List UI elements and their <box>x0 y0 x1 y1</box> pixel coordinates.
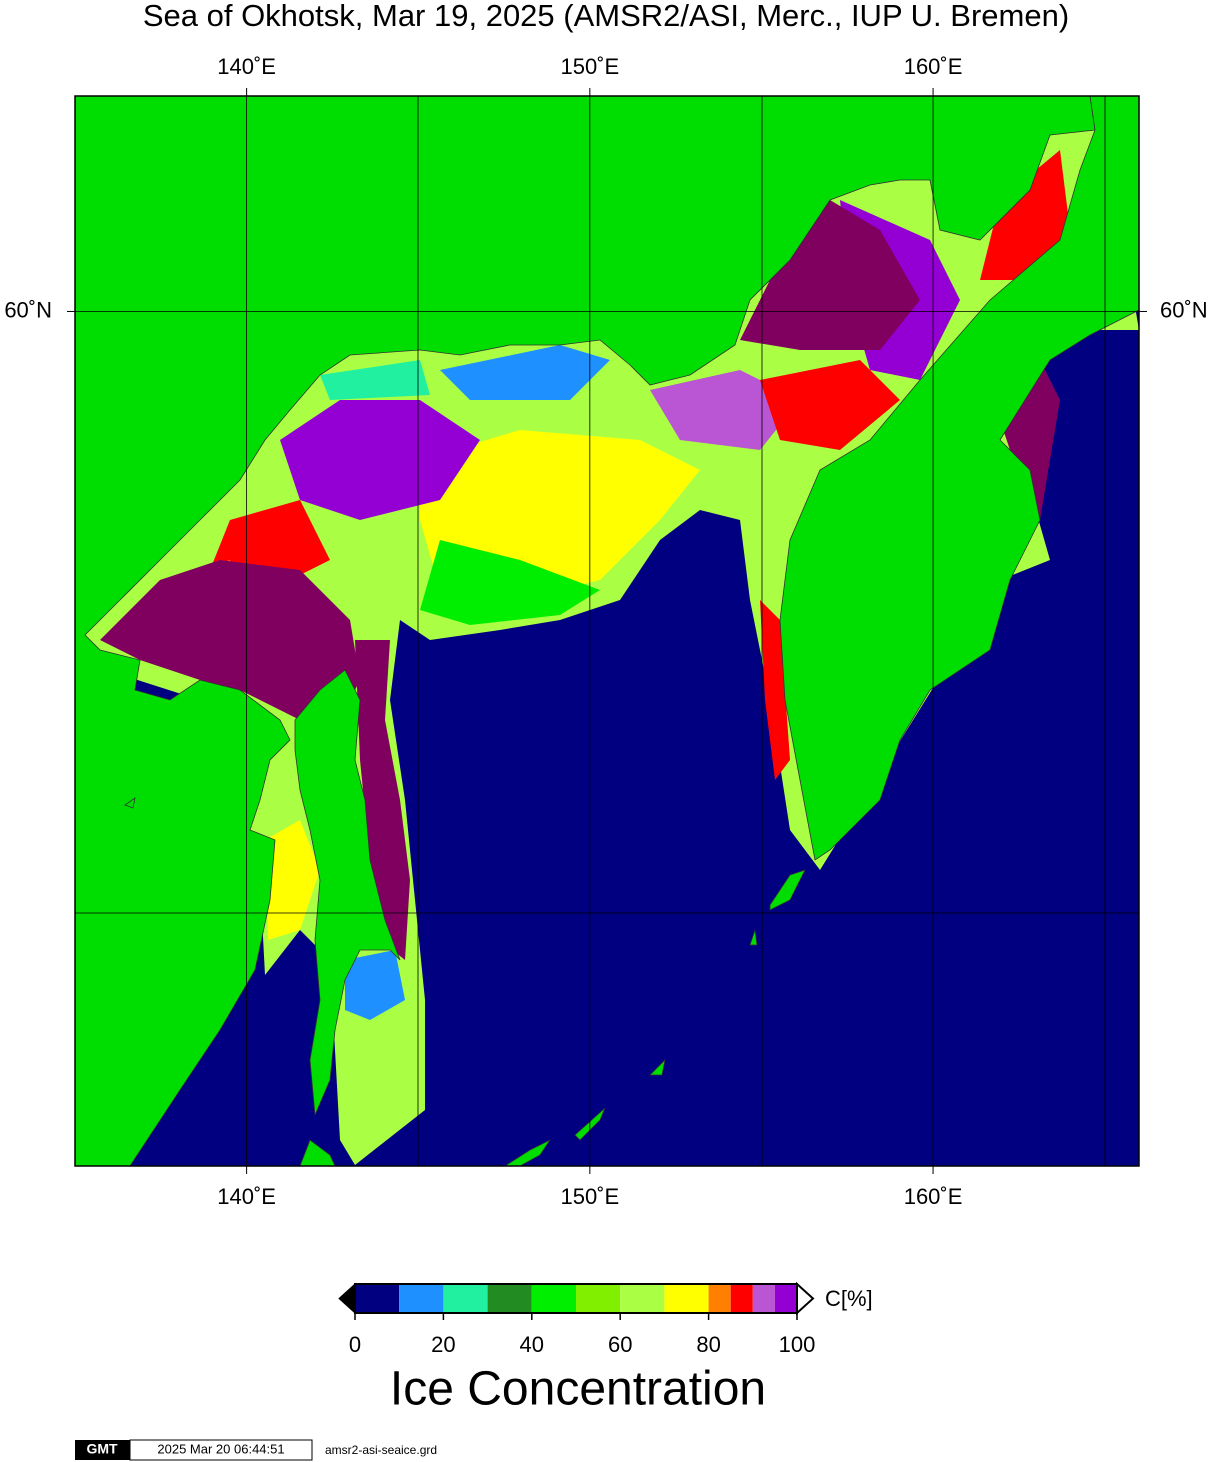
map-title: Sea of Okhotsk, Mar 19, 2025 (AMSR2/ASI,… <box>143 0 1069 33</box>
ice-patch <box>440 345 610 400</box>
ice-patch <box>760 600 790 780</box>
hokkaido <box>299 1139 336 1166</box>
colorbar-tick-label: 20 <box>431 1332 455 1357</box>
colorbar-title: Ice Concentration <box>390 1363 766 1416</box>
colorbar-segment <box>752 1284 775 1313</box>
colorbar-tick-label: 0 <box>349 1332 361 1357</box>
logo: GMT <box>86 1441 118 1457</box>
ice-patch <box>980 150 1070 280</box>
colorbar-segment <box>399 1284 444 1313</box>
timestamp: 2025 Mar 20 06:44:51 <box>157 1441 284 1456</box>
colorbar-segment <box>708 1284 731 1313</box>
colorbar-segment <box>774 1284 797 1313</box>
colorbar-segment <box>730 1284 753 1313</box>
island <box>124 797 136 809</box>
lat-tick-label: 60˚N <box>4 297 52 322</box>
colorbar-segment <box>487 1284 532 1313</box>
island <box>749 929 758 946</box>
colorbar-frame <box>354 1283 798 1314</box>
source-file: amsr2-asi-seaice.grd <box>325 1443 437 1457</box>
lon-tick-label: 150˚E <box>560 54 619 79</box>
lon-tick-label: 160˚E <box>904 1184 963 1209</box>
ice-patch <box>355 640 410 960</box>
colorbar-segment <box>620 1284 665 1313</box>
colorbar-tick-label: 80 <box>696 1332 720 1357</box>
ice-patch <box>760 360 900 450</box>
colorbar-segment <box>664 1284 709 1313</box>
footer: GMT 2025 Mar 20 06:44:51 amsr2-asi-seaic… <box>75 1439 437 1461</box>
ice-patch <box>320 360 430 400</box>
ice-patch <box>740 200 920 350</box>
over-arrow <box>796 1281 815 1316</box>
lon-tick-label: 140˚E <box>217 1184 276 1209</box>
map-frame <box>74 95 1140 1167</box>
mainland <box>75 96 1096 1166</box>
ice-patch <box>345 950 405 1020</box>
under-arrow <box>338 1282 356 1315</box>
island <box>504 1138 552 1166</box>
lat-tick-label: 60˚N <box>1160 297 1208 322</box>
axes: 140˚E 140˚E 150˚E 150˚E 160˚E 160˚E 60˚N 60˚N <box>4 54 1207 1209</box>
sakhalin <box>294 669 401 1116</box>
colorbar-unit: C[%] <box>825 1286 873 1311</box>
colorbar-segment <box>576 1284 621 1313</box>
island <box>769 869 806 911</box>
colorbar-segment <box>355 1284 400 1313</box>
ice-patch <box>265 820 320 940</box>
colorbar-tick-label: 100 <box>779 1332 816 1357</box>
logo-box <box>75 1440 130 1460</box>
colorbar-tick-label: 60 <box>608 1332 632 1357</box>
map-area <box>75 96 1139 1166</box>
ice-patch <box>280 400 480 520</box>
ice-patch <box>650 370 800 450</box>
colorbar-tick-label: 40 <box>520 1332 544 1357</box>
colorbar-segment <box>531 1284 576 1313</box>
minor-graticule <box>75 96 1139 1166</box>
colorbar: C[%] Ice Concentration 0 20 40 60 80 100 <box>338 1281 873 1416</box>
lon-tick-label: 150˚E <box>560 1184 619 1209</box>
timestamp-box <box>129 1439 313 1461</box>
island <box>649 1058 666 1076</box>
lon-tick-label: 160˚E <box>904 54 963 79</box>
colorbar-segment <box>443 1284 488 1313</box>
ice-patch <box>420 540 600 625</box>
kamchatka <box>779 96 1139 861</box>
lon-tick-label: 140˚E <box>217 54 276 79</box>
ice-patch <box>100 560 360 720</box>
